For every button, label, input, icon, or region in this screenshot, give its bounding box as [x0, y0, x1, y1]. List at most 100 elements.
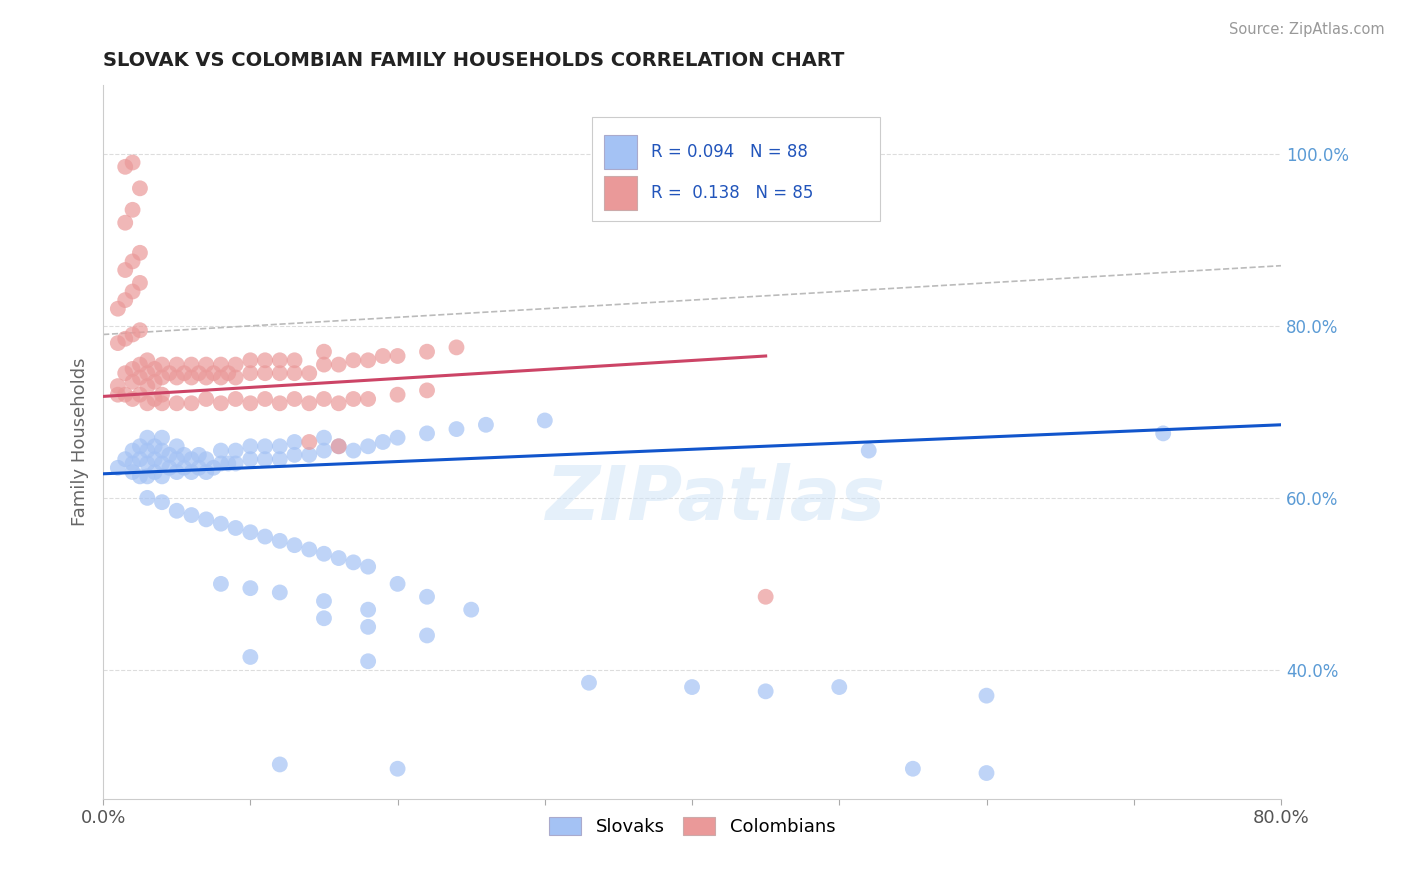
Point [136, 353, 159, 368]
Point [166, 465, 188, 479]
Point [107, 336, 129, 351]
Point [371, 434, 394, 449]
Point [157, 448, 180, 462]
Point [129, 181, 152, 195]
Point [312, 547, 335, 561]
Point [460, 602, 482, 616]
Point [129, 439, 152, 453]
Point [357, 654, 380, 668]
Point [180, 358, 202, 372]
Point [357, 559, 380, 574]
Point [143, 439, 166, 453]
Point [187, 460, 209, 475]
Point [217, 366, 239, 380]
Point [357, 620, 380, 634]
Point [187, 448, 209, 462]
FancyBboxPatch shape [592, 117, 880, 220]
Point [298, 448, 321, 462]
Point [298, 396, 321, 410]
Point [976, 766, 998, 780]
Point [209, 358, 232, 372]
Point [129, 245, 152, 260]
Point [209, 457, 232, 471]
Point [173, 460, 195, 475]
Text: Source: ZipAtlas.com: Source: ZipAtlas.com [1229, 22, 1385, 37]
Point [357, 353, 380, 368]
Point [195, 512, 218, 526]
Point [533, 413, 555, 427]
Point [342, 392, 364, 406]
Point [225, 521, 247, 535]
Point [166, 504, 188, 518]
Point [254, 353, 277, 368]
Point [136, 396, 159, 410]
Point [150, 431, 173, 445]
Point [328, 358, 350, 372]
Point [269, 757, 291, 772]
Point [225, 443, 247, 458]
Point [114, 332, 136, 346]
Point [150, 370, 173, 384]
Point [342, 555, 364, 569]
Point [121, 202, 143, 217]
Point [298, 542, 321, 557]
Point [150, 443, 173, 458]
Point [195, 358, 218, 372]
Point [195, 465, 218, 479]
FancyBboxPatch shape [603, 135, 637, 169]
Point [114, 293, 136, 307]
Point [166, 358, 188, 372]
Point [901, 762, 924, 776]
Point [446, 422, 468, 436]
Point [129, 276, 152, 290]
Point [283, 366, 305, 380]
Point [180, 396, 202, 410]
Point [269, 585, 291, 599]
Point [166, 396, 188, 410]
Point [136, 366, 159, 380]
Point [239, 366, 262, 380]
Point [283, 448, 305, 462]
Point [269, 353, 291, 368]
Point [269, 439, 291, 453]
Point [269, 366, 291, 380]
Point [150, 457, 173, 471]
Point [121, 392, 143, 406]
Point [254, 439, 277, 453]
Point [254, 452, 277, 467]
Point [121, 155, 143, 169]
Point [446, 340, 468, 354]
Point [150, 396, 173, 410]
Point [157, 366, 180, 380]
Point [828, 680, 851, 694]
Point [209, 577, 232, 591]
Point [387, 577, 409, 591]
Point [157, 460, 180, 475]
Point [114, 216, 136, 230]
Point [328, 396, 350, 410]
Point [254, 366, 277, 380]
Point [328, 439, 350, 453]
Point [150, 387, 173, 401]
Point [357, 602, 380, 616]
FancyBboxPatch shape [603, 176, 637, 210]
Point [121, 375, 143, 389]
Point [121, 465, 143, 479]
Point [114, 263, 136, 277]
Point [129, 469, 152, 483]
Point [342, 353, 364, 368]
Point [239, 581, 262, 595]
Point [180, 370, 202, 384]
Point [121, 457, 143, 471]
Point [121, 327, 143, 342]
Point [239, 452, 262, 467]
Text: ZIPatlas: ZIPatlas [546, 463, 886, 535]
Point [387, 431, 409, 445]
Point [114, 452, 136, 467]
Point [269, 533, 291, 548]
Point [387, 349, 409, 363]
Legend: Slovaks, Colombians: Slovaks, Colombians [541, 810, 842, 843]
Point [357, 392, 380, 406]
Point [254, 530, 277, 544]
Point [239, 649, 262, 664]
